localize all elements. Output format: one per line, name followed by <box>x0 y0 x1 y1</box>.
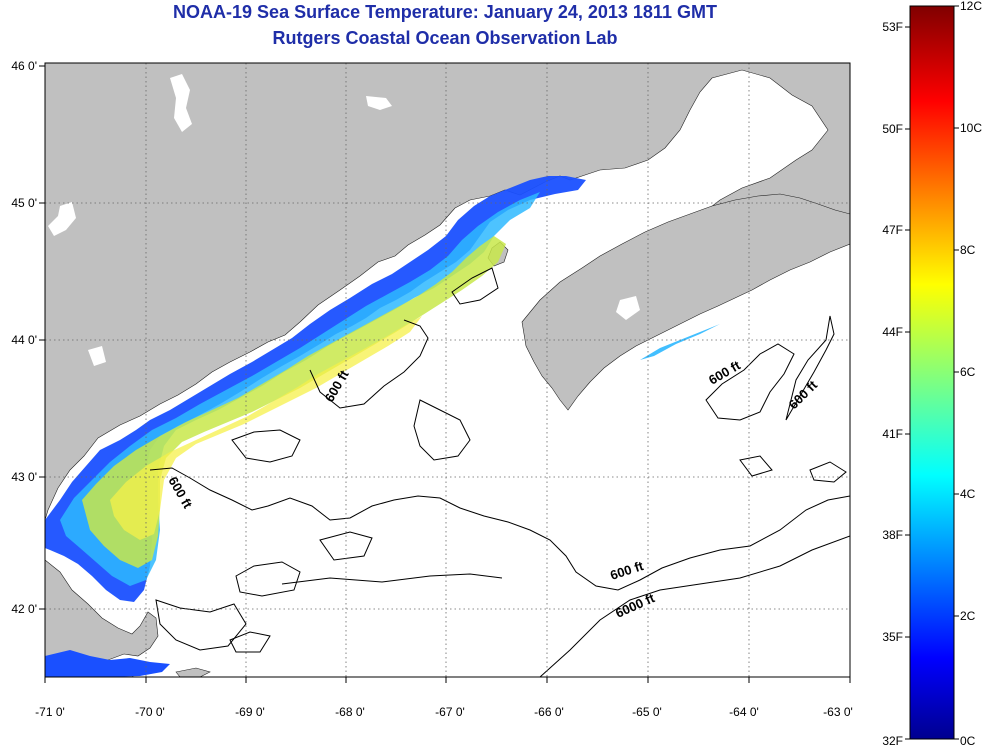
lake-5 <box>616 296 640 320</box>
colorbar-c-label-7: 0C <box>960 734 976 748</box>
lake-2 <box>48 202 76 236</box>
colorbar-c-label-2: 10C <box>960 121 982 135</box>
colorbar-f-label-5: 41F <box>882 427 903 441</box>
lat-tick-label-3: 44 0' <box>11 333 37 347</box>
graticule <box>45 63 850 677</box>
colorbar-f-label-1: 53F <box>882 20 903 34</box>
lat-tick-label-1: 46 0' <box>11 59 37 73</box>
chart-title: NOAA-19 Sea Surface Temperature: January… <box>173 2 717 22</box>
lon-tick-label-5: -67 0' <box>435 705 465 719</box>
lon-tick-label-6: -66 0' <box>534 705 564 719</box>
chart-subtitle: Rutgers Coastal Ocean Observation Lab <box>272 28 618 48</box>
colorbar: 12C 10C 8C 6C 4C 2C 0C 53F 50F 47F 44F 4… <box>882 0 982 748</box>
colorbar-c-label-4: 6C <box>960 365 976 379</box>
lon-tick-label-3: -69 0' <box>235 705 265 719</box>
land-island-nantucket <box>175 667 211 677</box>
lon-tick-label-9: -63 0' <box>823 705 853 719</box>
title-block: NOAA-19 Sea Surface Temperature: January… <box>0 0 890 56</box>
lat-tick-label-4: 43 0' <box>11 470 37 484</box>
colorbar-f-label-2: 50F <box>882 122 903 136</box>
colorbar-gradient <box>909 5 955 740</box>
colorbar-f-label-6: 38F <box>882 528 903 542</box>
colorbar-c-label-1: 12C <box>960 0 982 13</box>
colorbar-c-label-3: 8C <box>960 243 976 257</box>
lon-tick-label-7: -65 0' <box>632 705 662 719</box>
map-frame <box>44 62 851 678</box>
colorbar-f-label-4: 44F <box>882 325 903 339</box>
land-nova-scotia <box>521 193 850 411</box>
colorbar-f-label-7: 35F <box>882 630 903 644</box>
colorbar-f-label-3: 47F <box>882 223 903 237</box>
colorbar-c-label-5: 4C <box>960 487 976 501</box>
lat-tick-label-5: 42 0' <box>11 602 37 616</box>
lon-tick-label-4: -68 0' <box>335 705 365 719</box>
colorbar-c-label-6: 2C <box>960 609 976 623</box>
colorbar-f-label-8: 32F <box>882 734 903 748</box>
lake-6 <box>690 162 706 180</box>
depth-contours <box>149 267 850 677</box>
lon-tick-label-1: -71 0' <box>35 705 65 719</box>
lon-tick-label-2: -70 0' <box>135 705 165 719</box>
lake-1 <box>170 74 192 132</box>
sst-swath <box>45 176 720 677</box>
lake-3 <box>88 346 106 366</box>
lake-4 <box>366 96 392 110</box>
lat-tick-label-2: 45 0' <box>11 196 37 210</box>
axis-ticks <box>39 65 851 683</box>
lon-tick-label-8: -64 0' <box>729 705 759 719</box>
